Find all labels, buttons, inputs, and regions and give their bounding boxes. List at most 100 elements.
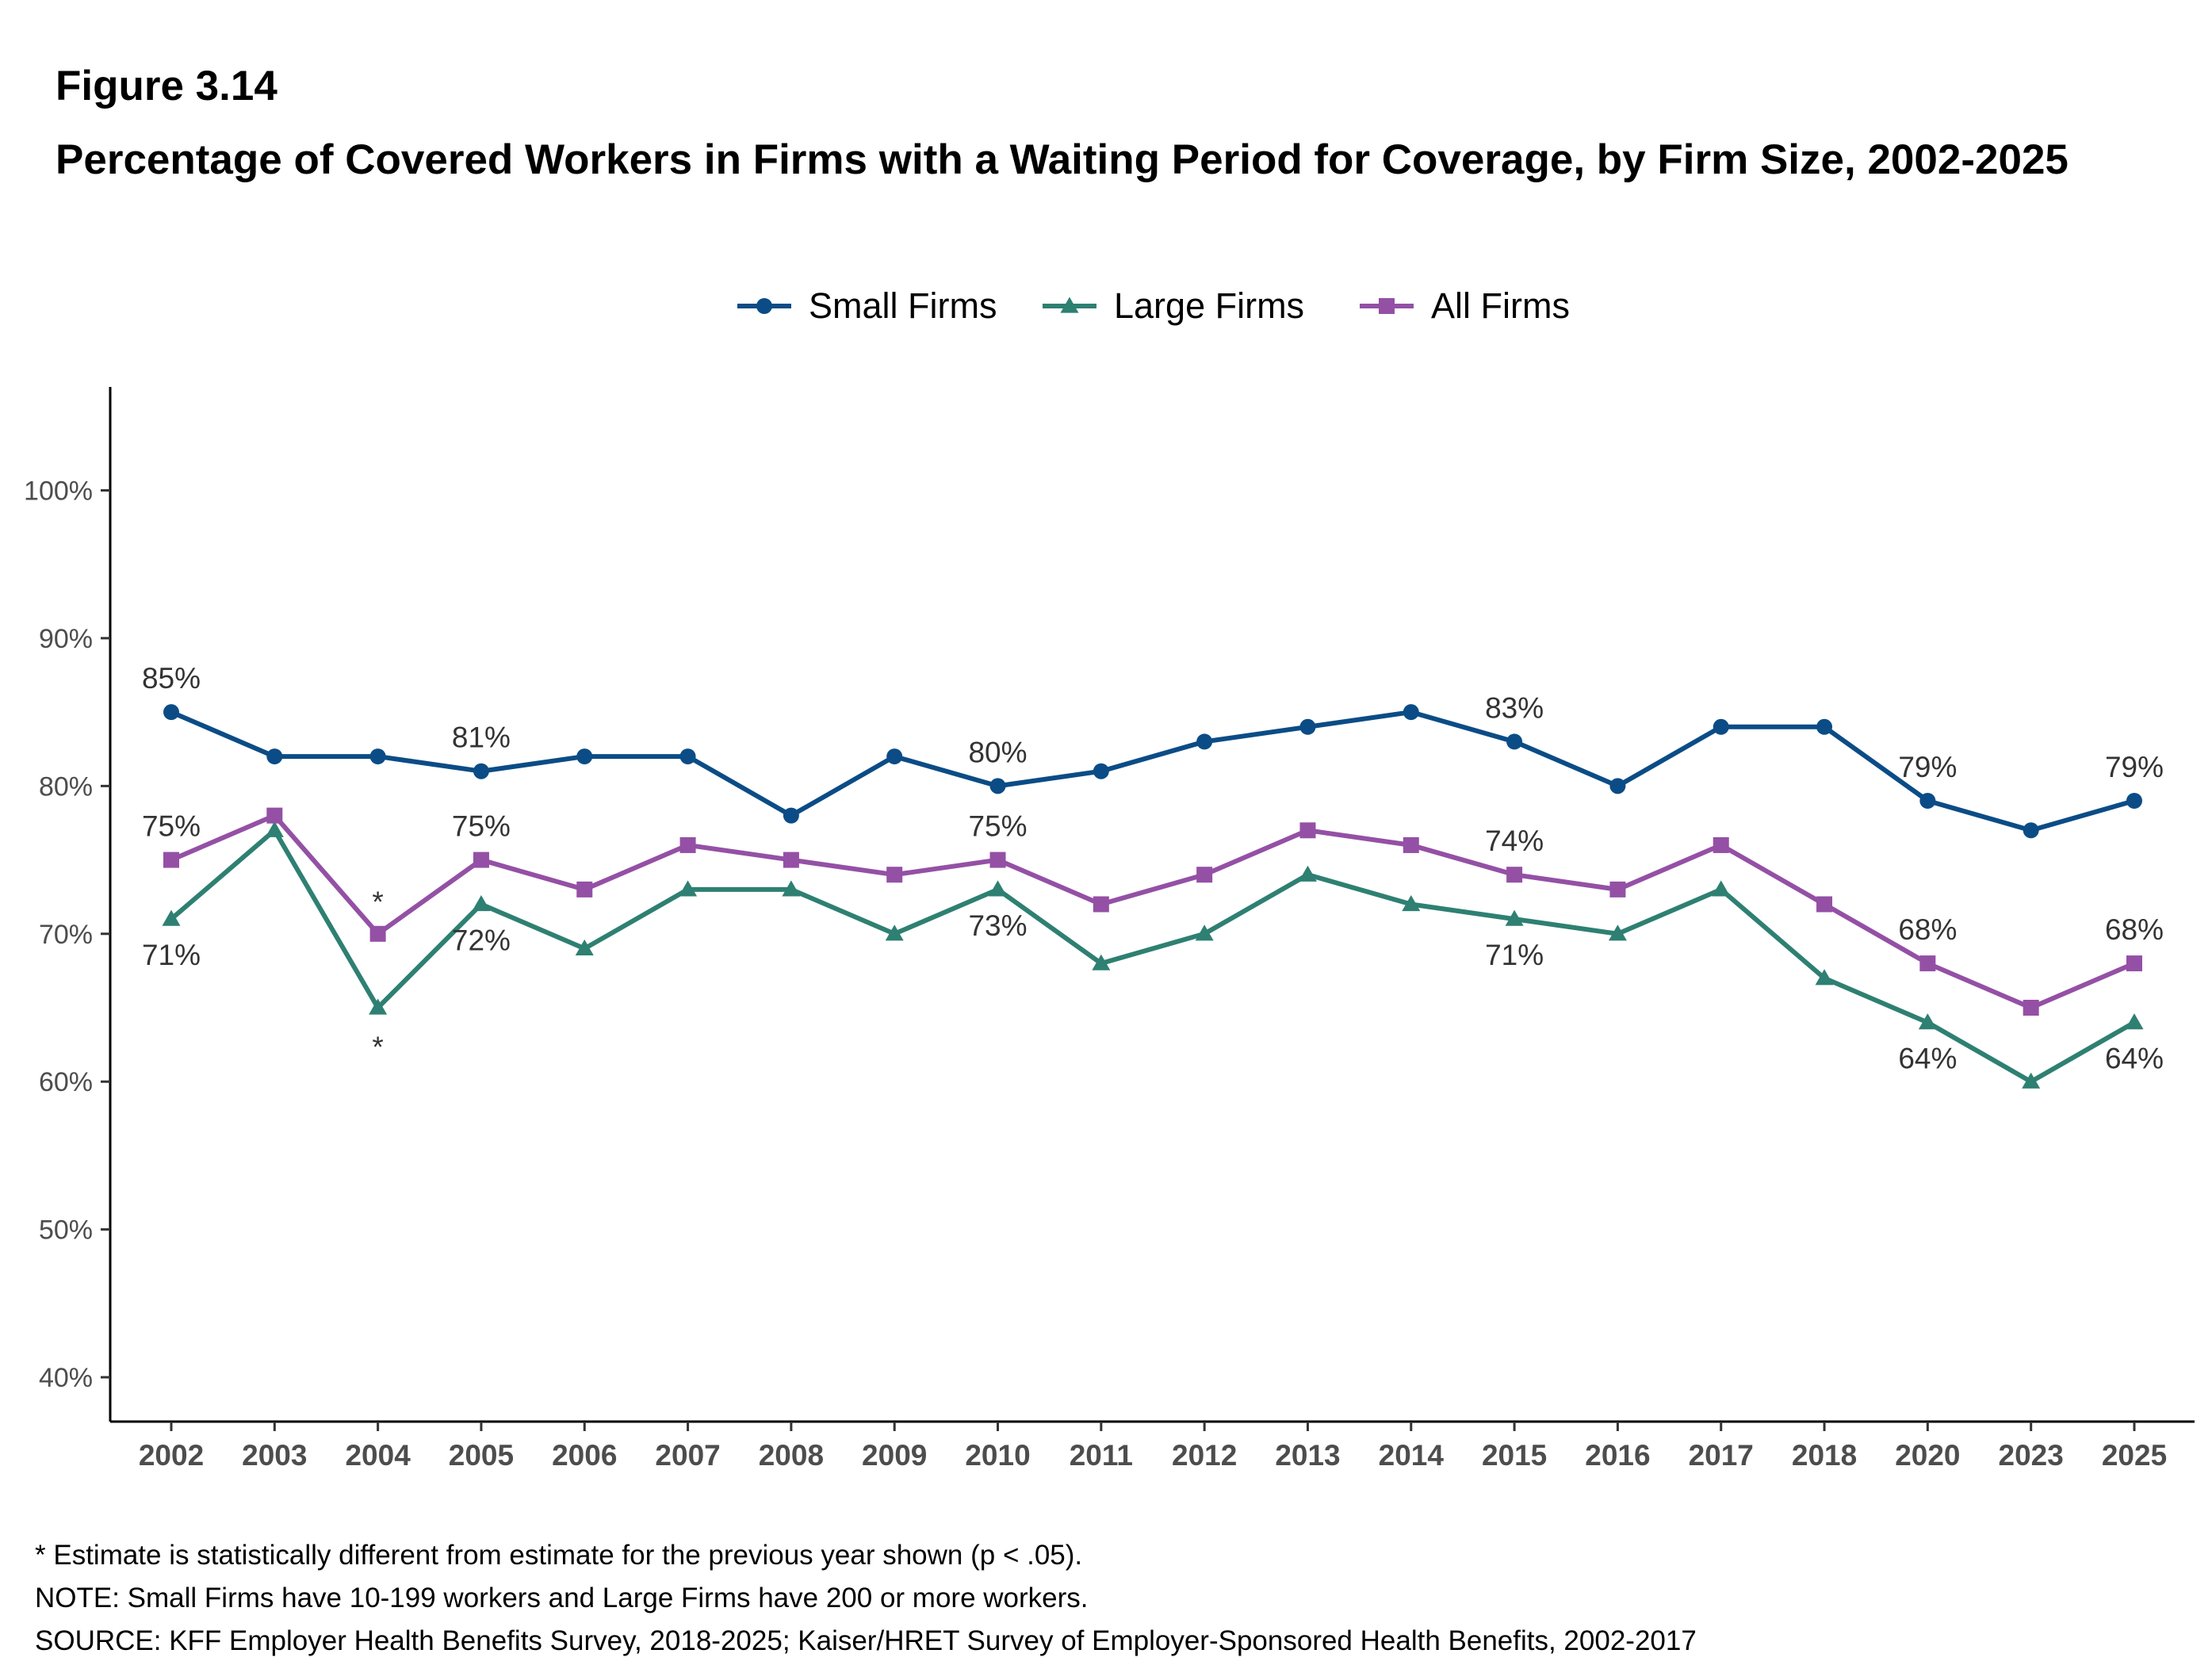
y-tick-label: 80% xyxy=(39,771,93,802)
x-tick-label: 2007 xyxy=(655,1439,720,1472)
data-label: 75% xyxy=(142,810,201,843)
legend-small-firms-marker xyxy=(756,298,772,314)
all-firms-point xyxy=(266,807,283,824)
x-tick-label: 2009 xyxy=(862,1439,927,1472)
all-firms-line xyxy=(170,813,2136,1010)
all-firms-point xyxy=(1919,955,1936,972)
large-firms-point xyxy=(162,909,181,926)
all-firms-point xyxy=(886,867,903,883)
large-firms-point xyxy=(1712,880,1731,897)
large-firms-point xyxy=(2022,1072,2041,1089)
small-firms-point xyxy=(2023,822,2039,839)
x-tick-label: 2016 xyxy=(1585,1439,1650,1472)
data-label: 79% xyxy=(2105,751,2164,783)
data-label: 71% xyxy=(1485,939,1544,971)
line-chart: Small Firms Large Firms All Firms 40% 50% 60… xyxy=(24,285,2195,1472)
x-tick-label: 2018 xyxy=(1792,1439,1857,1472)
x-axis: 2002 2003 2004 2005 2006 2007 2008 2009 2010 2011… xyxy=(110,1420,2195,1472)
large-firms-point xyxy=(1918,1013,1937,1030)
x-tick-label: 2011 xyxy=(1070,1439,1133,1472)
data-label: 80% xyxy=(968,736,1027,768)
all-firms-point xyxy=(1816,896,1833,913)
large-firms-point xyxy=(1195,924,1214,941)
legend: Small Firms Large Firms All Firms xyxy=(737,285,1570,326)
large-firms-point xyxy=(1092,954,1111,970)
x-tick-label: 2013 xyxy=(1275,1439,1340,1472)
data-label: 74% xyxy=(1485,825,1544,857)
x-tick-label: 2017 xyxy=(1689,1439,1754,1472)
y-axis: 40% 50% 60% 70% 80% 90% 100% xyxy=(24,387,112,1422)
firm-size-note: NOTE: Small Firms have 10-199 workers an… xyxy=(35,1583,1089,1613)
small-firms-point xyxy=(1609,778,1626,794)
large-firms-point xyxy=(1505,909,1524,926)
all-firms-point xyxy=(1403,836,1419,853)
data-label: 68% xyxy=(1898,913,1957,946)
data-labels: 85% 81% 80% 83% 79% 79% 71% * 72% 73% 71% 64% 64% 75%… xyxy=(142,662,2164,1074)
small-firms-line xyxy=(170,710,2135,833)
legend-all-firms-label: All Firms xyxy=(1431,285,1570,326)
x-tick-label: 2015 xyxy=(1482,1439,1547,1472)
all-firms-point xyxy=(1506,867,1523,883)
small-firms-point xyxy=(679,748,696,765)
data-label: 83% xyxy=(1485,691,1544,724)
small-firms-point xyxy=(1919,793,1936,809)
all-firms-point xyxy=(369,925,386,942)
large-firms-point xyxy=(885,924,904,941)
small-firms-point xyxy=(369,748,386,765)
figure-label: Figure 3.14 xyxy=(55,63,277,109)
small-firms-point xyxy=(1713,718,1729,735)
all-firms-point xyxy=(1196,867,1213,883)
large-firms-point xyxy=(575,939,594,956)
x-tick-label: 2012 xyxy=(1172,1439,1237,1472)
x-tick-label: 2002 xyxy=(139,1439,204,1472)
data-label: 79% xyxy=(1898,751,1957,783)
small-firms-point xyxy=(266,748,283,765)
x-tick-label: 2006 xyxy=(552,1439,617,1472)
large-firms-point xyxy=(265,821,284,837)
small-firms-point xyxy=(1196,733,1213,750)
y-tick-label: 50% xyxy=(39,1215,93,1246)
y-tick-label: 70% xyxy=(39,920,93,950)
small-firms-point xyxy=(163,704,179,721)
all-firms-point xyxy=(783,852,799,868)
y-tick-label: 60% xyxy=(39,1067,93,1097)
data-label: 75% xyxy=(968,810,1027,843)
data-label: * xyxy=(372,1031,383,1063)
large-firms-point xyxy=(1815,969,1834,986)
all-firms-point xyxy=(679,836,696,853)
data-label: 64% xyxy=(1898,1043,1957,1075)
large-firms-point xyxy=(1402,895,1421,912)
x-tick-label: 2008 xyxy=(759,1439,824,1472)
large-firms-point xyxy=(989,880,1008,897)
data-label: 73% xyxy=(968,909,1027,942)
large-firms-point xyxy=(1298,865,1317,882)
all-firms-point xyxy=(1299,822,1316,839)
x-tick-label: 2023 xyxy=(1999,1439,2064,1472)
small-firms-point xyxy=(1403,704,1419,721)
small-firms-point xyxy=(1299,718,1316,735)
data-label: 75% xyxy=(452,810,511,843)
large-firms-line xyxy=(170,828,2136,1085)
small-firms-point xyxy=(1816,718,1833,735)
legend-small-firms-label: Small Firms xyxy=(809,285,997,326)
all-firms-point xyxy=(1609,881,1626,898)
x-tick-label: 2020 xyxy=(1895,1439,1960,1472)
large-firms-point xyxy=(679,880,698,897)
legend-all-firms-marker xyxy=(1379,298,1395,314)
all-firms-point xyxy=(989,852,1006,868)
data-label: 72% xyxy=(452,924,511,957)
data-label: 71% xyxy=(142,939,201,971)
x-tick-label: 2025 xyxy=(2102,1439,2167,1472)
data-label: 85% xyxy=(142,662,201,695)
large-firms-point xyxy=(2125,1013,2144,1030)
small-firms-point xyxy=(886,748,903,765)
x-tick-label: 2010 xyxy=(965,1439,1030,1472)
all-firms-point xyxy=(1093,896,1109,913)
x-tick-label: 2014 xyxy=(1379,1439,1445,1472)
data-label: 68% xyxy=(2105,913,2164,946)
chart-title: Percentage of Covered Workers in Firms w… xyxy=(55,136,2068,183)
small-firms-point xyxy=(989,778,1006,794)
legend-large-firms-label: Large Firms xyxy=(1114,285,1304,326)
data-label: * xyxy=(372,886,383,918)
x-tick-label: 2005 xyxy=(449,1439,514,1472)
